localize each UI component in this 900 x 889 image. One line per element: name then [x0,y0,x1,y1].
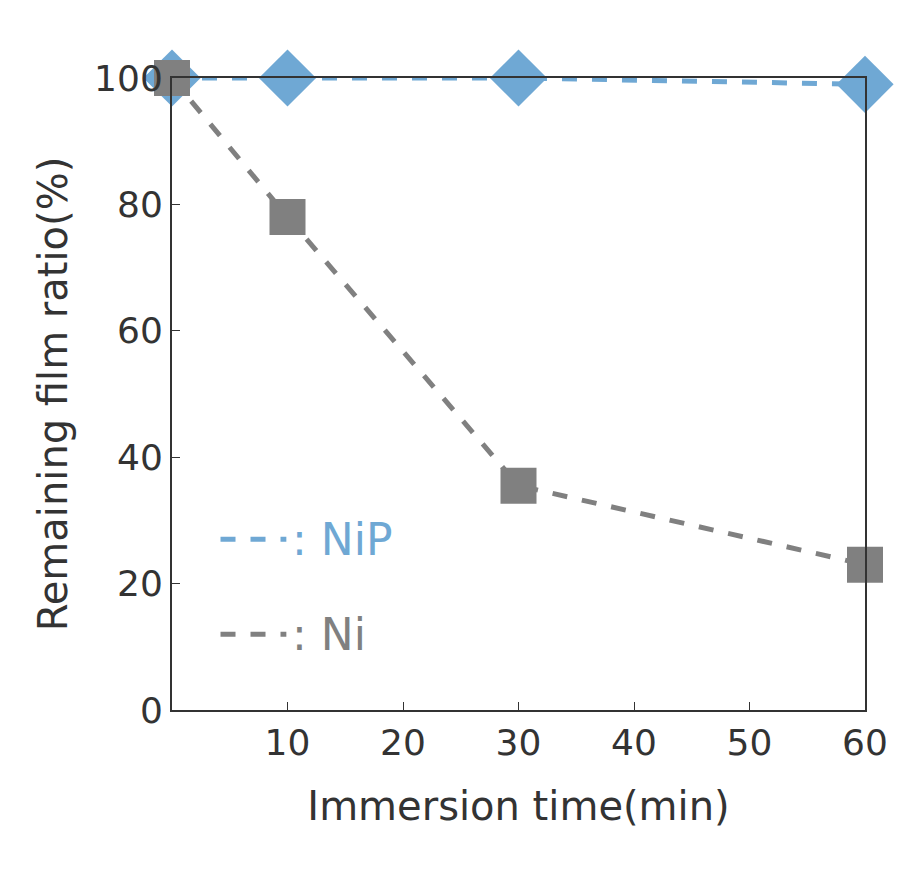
svg-text:20: 20 [117,563,163,604]
svg-text:: NiP: : NiP [292,514,392,565]
svg-text:10: 10 [265,722,311,763]
svg-text:50: 50 [727,722,773,763]
svg-text:40: 40 [117,437,163,478]
svg-text:0: 0 [140,690,163,731]
svg-text:Immersion time(min): Immersion time(min) [307,783,729,829]
svg-text:60: 60 [842,722,888,763]
svg-text:Remaining film ratio(%): Remaining film ratio(%) [30,157,76,632]
svg-text:60: 60 [117,310,163,351]
svg-text:100: 100 [94,58,163,99]
svg-text:30: 30 [496,722,542,763]
svg-text:20: 20 [380,722,426,763]
svg-text:80: 80 [117,184,163,225]
svg-text:: Ni: : Ni [292,609,366,660]
svg-text:40: 40 [611,722,657,763]
